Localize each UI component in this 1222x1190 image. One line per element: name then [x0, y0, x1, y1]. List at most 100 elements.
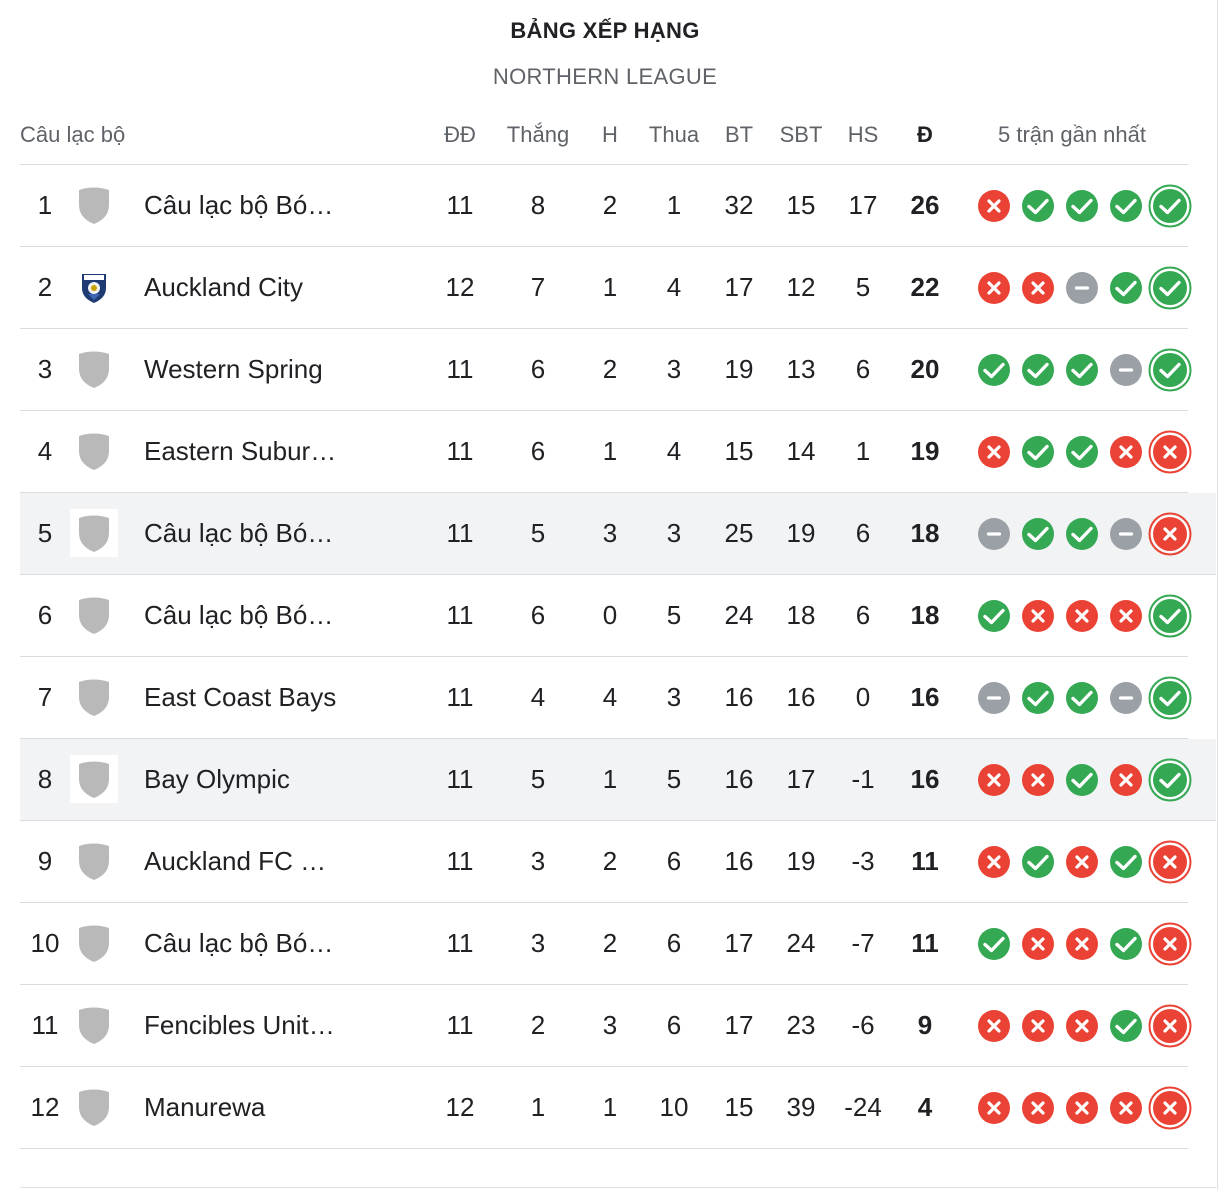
team-name[interactable]: Câu lạc bộ Bó…: [144, 518, 334, 548]
win-check-icon[interactable]: [1060, 348, 1104, 392]
win-check-icon[interactable]: [972, 348, 1016, 392]
table-row[interactable]: 5 Câu lạc bộ Bó… 11 5 3 3 25 19 6 18: [20, 493, 1216, 575]
standings-table: 1 Câu lạc bộ Bó… 11 8 2 1 32 15 17 26 2 Auckland Ci…: [20, 165, 1216, 1149]
win-check-icon[interactable]: [972, 922, 1016, 966]
won-cell: 3: [530, 928, 546, 958]
loss-x-icon[interactable]: [1148, 1086, 1192, 1130]
win-check-icon[interactable]: [1104, 922, 1148, 966]
table-row[interactable]: 6 Câu lạc bộ Bó… 11 6 0 5 24 18 6 18: [20, 575, 1192, 657]
win-check-icon[interactable]: [1148, 594, 1192, 638]
table-row[interactable]: 1 Câu lạc bộ Bó… 11 8 2 1 32 15 17 26: [20, 165, 1192, 247]
loss-x-icon[interactable]: [1016, 266, 1060, 310]
club-crest-shield-icon: [70, 755, 118, 803]
team-name[interactable]: Auckland FC …: [144, 846, 327, 876]
loss-x-icon[interactable]: [1148, 430, 1192, 474]
team-name[interactable]: Western Spring: [144, 354, 323, 384]
loss-x-icon[interactable]: [1060, 840, 1104, 884]
loss-x-icon[interactable]: [1016, 922, 1060, 966]
win-check-icon[interactable]: [1060, 758, 1104, 802]
loss-x-icon[interactable]: [1148, 1004, 1192, 1048]
team-name[interactable]: Câu lạc bộ Bó…: [144, 928, 334, 958]
loss-x-icon[interactable]: [1148, 512, 1192, 556]
points-cell: 11: [911, 928, 939, 958]
draw-minus-icon[interactable]: [1060, 266, 1104, 310]
won-cell: 5: [530, 764, 546, 794]
win-check-icon[interactable]: [1148, 266, 1192, 310]
win-check-icon[interactable]: [1016, 348, 1060, 392]
win-check-icon[interactable]: [1104, 184, 1148, 228]
table-row[interactable]: 12 Manurewa 12 1 1 10 15 39 -24 4: [20, 1067, 1192, 1149]
goals-against-cell: 13: [786, 354, 816, 384]
win-check-icon[interactable]: [1060, 676, 1104, 720]
team-name[interactable]: Fencibles Unit…: [144, 1010, 335, 1040]
goals-for-cell: 19: [724, 354, 754, 384]
drawn-cell: 1: [602, 272, 618, 302]
table-row[interactable]: 2 Auckland City 12 7 1 4 17 12 5 22: [20, 247, 1192, 329]
team-name[interactable]: Auckland City: [144, 272, 303, 302]
win-check-icon[interactable]: [1016, 512, 1060, 556]
loss-x-icon[interactable]: [972, 184, 1016, 228]
club-crest-shield-icon: [70, 181, 118, 229]
team-name[interactable]: Manurewa: [144, 1092, 266, 1122]
lost-cell: 6: [666, 928, 682, 958]
team-name[interactable]: Câu lạc bộ Bó…: [144, 600, 334, 630]
loss-x-icon[interactable]: [972, 266, 1016, 310]
win-check-icon[interactable]: [1104, 266, 1148, 310]
loss-x-icon[interactable]: [1060, 594, 1104, 638]
table-row[interactable]: 9 Auckland FC … 11 3 2 6 16 19 -3 11: [20, 821, 1192, 903]
table-row[interactable]: 3 Western Spring 11 6 2 3 19 13 6 20: [20, 329, 1192, 411]
table-row[interactable]: 10 Câu lạc bộ Bó… 11 3 2 6 17 24 -7 11: [20, 903, 1192, 985]
goals-against-cell: 16: [786, 682, 816, 712]
draw-minus-icon[interactable]: [1104, 676, 1148, 720]
draw-minus-icon[interactable]: [972, 512, 1016, 556]
club-crest-shield-icon: [70, 345, 118, 393]
win-check-icon[interactable]: [1104, 1004, 1148, 1048]
win-check-icon[interactable]: [1016, 676, 1060, 720]
goal-difference-cell: -3: [851, 846, 875, 876]
loss-x-icon[interactable]: [1148, 840, 1192, 884]
win-check-icon[interactable]: [1148, 758, 1192, 802]
table-row[interactable]: 4 Eastern Subur… 11 6 1 4 15 14 1 19: [20, 411, 1192, 493]
loss-x-icon[interactable]: [1148, 922, 1192, 966]
loss-x-icon[interactable]: [972, 840, 1016, 884]
loss-x-icon[interactable]: [972, 1004, 1016, 1048]
loss-x-icon[interactable]: [1016, 594, 1060, 638]
win-check-icon[interactable]: [1060, 430, 1104, 474]
win-check-icon[interactable]: [1016, 184, 1060, 228]
loss-x-icon[interactable]: [1060, 1086, 1104, 1130]
loss-x-icon[interactable]: [1016, 1004, 1060, 1048]
table-row[interactable]: 7 East Coast Bays 11 4 4 3 16 16 0 16: [20, 657, 1192, 739]
draw-minus-icon[interactable]: [1104, 348, 1148, 392]
win-check-icon[interactable]: [1016, 430, 1060, 474]
rank-cell: 2: [37, 272, 53, 302]
win-check-icon[interactable]: [1060, 512, 1104, 556]
win-check-icon[interactable]: [1148, 348, 1192, 392]
loss-x-icon[interactable]: [1104, 594, 1148, 638]
loss-x-icon[interactable]: [1016, 1086, 1060, 1130]
team-name[interactable]: Bay Olympic: [144, 764, 290, 794]
win-check-icon[interactable]: [1148, 676, 1192, 720]
loss-x-icon[interactable]: [1104, 1086, 1148, 1130]
table-row[interactable]: 11 Fencibles Unit… 11 2 3 6 17 23 -6 9: [20, 985, 1192, 1067]
team-name[interactable]: Câu lạc bộ Bó…: [144, 190, 334, 220]
loss-x-icon[interactable]: [972, 758, 1016, 802]
win-check-icon[interactable]: [1104, 840, 1148, 884]
loss-x-icon[interactable]: [1104, 430, 1148, 474]
win-check-icon[interactable]: [1016, 840, 1060, 884]
loss-x-icon[interactable]: [1016, 758, 1060, 802]
loss-x-icon[interactable]: [1060, 922, 1104, 966]
points-cell: 26: [910, 190, 940, 220]
loss-x-icon[interactable]: [1060, 1004, 1104, 1048]
win-check-icon[interactable]: [1060, 184, 1104, 228]
loss-x-icon[interactable]: [1104, 758, 1148, 802]
team-name[interactable]: Eastern Subur…: [144, 436, 337, 466]
loss-x-icon[interactable]: [972, 1086, 1016, 1130]
win-check-icon[interactable]: [1148, 184, 1192, 228]
draw-minus-icon[interactable]: [972, 676, 1016, 720]
team-name[interactable]: East Coast Bays: [144, 682, 337, 712]
table-row[interactable]: 8 Bay Olympic 11 5 1 5 16 17 -1 16: [20, 739, 1216, 821]
win-check-icon[interactable]: [972, 594, 1016, 638]
played-cell: 11: [446, 682, 474, 712]
draw-minus-icon[interactable]: [1104, 512, 1148, 556]
loss-x-icon[interactable]: [972, 430, 1016, 474]
